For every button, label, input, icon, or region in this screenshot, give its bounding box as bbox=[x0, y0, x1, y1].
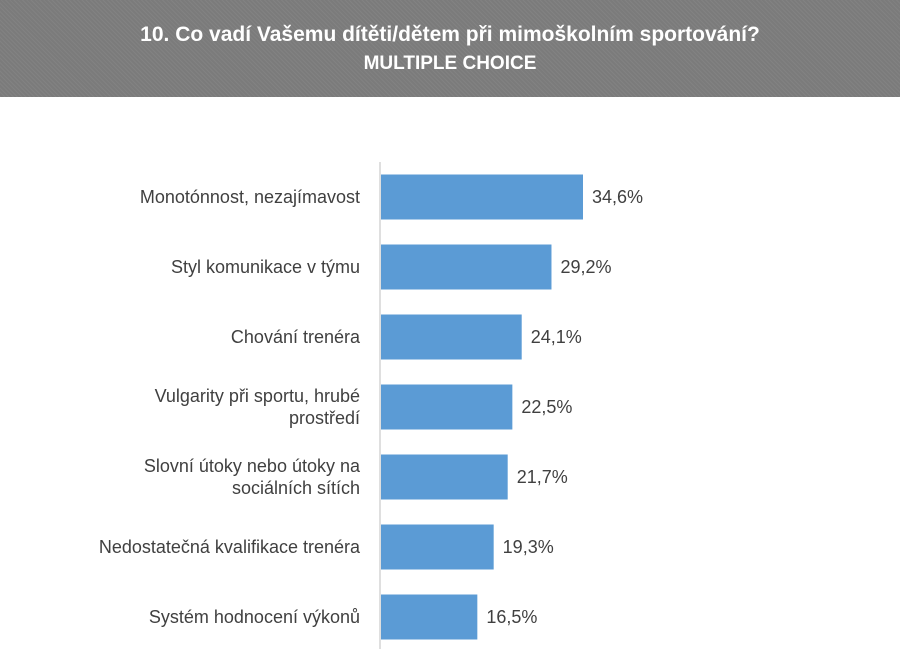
bar-chart: 34,6% Monotónnost, nezajímavost 29,2% Styl … bbox=[99, 162, 643, 649]
bar bbox=[381, 594, 478, 640]
chart-subtitle: MULTIPLE CHOICE bbox=[363, 53, 537, 74]
bar bbox=[381, 174, 583, 220]
category-label: Monotónnost, nezajímavost bbox=[140, 187, 360, 207]
bar-value-label: 19,3% bbox=[503, 537, 554, 557]
category-label-line: Nedostatečná kvalifikace trenéra bbox=[99, 537, 361, 557]
bar bbox=[381, 454, 508, 500]
category-label: Slovní útoky nebo útoky na sociálních sít… bbox=[144, 456, 361, 498]
bar-value-label: 21,7% bbox=[517, 467, 568, 487]
chart-header: 10. Co vadí Vašemu dítěti/dětem při mimo… bbox=[0, 0, 900, 97]
category-label-line: Vulgarity při sportu, hrubé bbox=[155, 386, 360, 406]
chart-title: 10. Co vadí Vašemu dítěti/dětem při mimo… bbox=[140, 23, 760, 46]
bar-value-label: 34,6% bbox=[592, 187, 643, 207]
category-label-line: Styl komunikace v týmu bbox=[171, 257, 360, 277]
bar-value-label: 16,5% bbox=[486, 607, 537, 627]
category-label-line: Slovní útoky nebo útoky na bbox=[144, 456, 361, 476]
category-label-line: Monotónnost, nezajímavost bbox=[140, 187, 360, 207]
bar-value-label: 22,5% bbox=[521, 397, 572, 417]
category-label-line: sociálních sítích bbox=[232, 478, 360, 498]
category-label: Chování trenéra bbox=[231, 327, 361, 347]
bar-value-label: 29,2% bbox=[560, 257, 611, 277]
category-label: Nedostatečná kvalifikace trenéra bbox=[99, 537, 361, 557]
category-label: Styl komunikace v týmu bbox=[171, 257, 360, 277]
bar bbox=[381, 384, 513, 430]
bar bbox=[381, 244, 552, 290]
category-label-line: prostředí bbox=[289, 408, 360, 428]
category-label-line: Systém hodnocení výkonů bbox=[149, 607, 360, 627]
category-label: Systém hodnocení výkonů bbox=[149, 607, 360, 627]
category-label: Vulgarity při sportu, hrubé prostředí bbox=[155, 386, 360, 428]
bar-value-label: 24,1% bbox=[531, 327, 582, 347]
bar bbox=[381, 314, 522, 360]
category-label-line: Chování trenéra bbox=[231, 327, 361, 347]
bar bbox=[381, 524, 494, 570]
